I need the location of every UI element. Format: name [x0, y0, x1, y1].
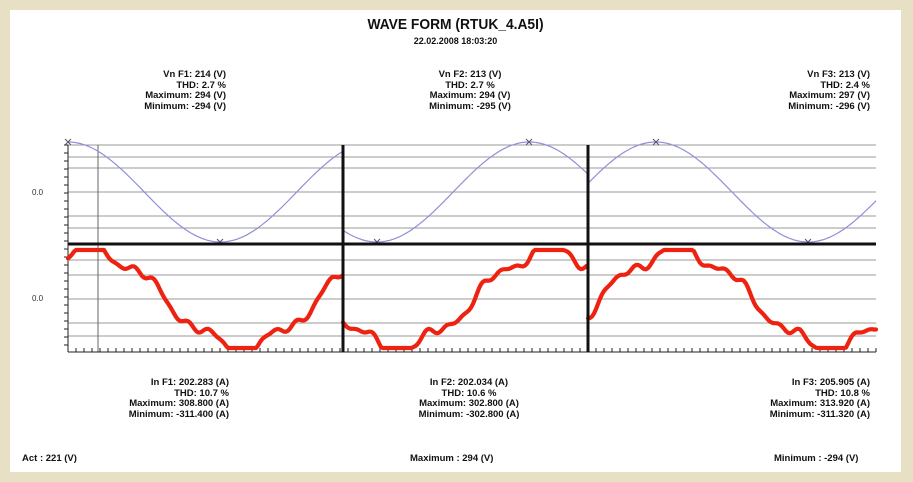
voltage-vn-f2: Vn F2: 213 (V)	[438, 69, 502, 80]
current-zero-label: 0.0	[32, 294, 44, 303]
voltage-zero-label: 0.0	[32, 188, 44, 197]
chart-grid	[64, 144, 877, 353]
current-info-f2: In F2: 202.034 (A) THD: 10.6 % Maximum: …	[394, 377, 544, 420]
peak-marker	[525, 138, 533, 146]
footer-act: Act : 221 (V)	[22, 453, 77, 464]
chart-waves	[64, 138, 879, 351]
voltage-min-f2: Minimum: -295 (V)	[429, 100, 511, 112]
current-in-f3: In F3: 205.905 (A)	[791, 377, 870, 388]
current-in-f1: In F1: 202.283 (A)	[150, 377, 229, 388]
voltage-wave-F2	[342, 141, 588, 243]
peak-marker	[64, 138, 72, 146]
current-max-f2: Maximum: 302.800 (A)	[419, 398, 519, 409]
current-info-f3: In F3: 205.905 (A) THD: 10.8 % Maximum: …	[718, 377, 870, 420]
voltage-info-f2: Vn F2: 213 (V) THD: 2.7 % Maximum: 294 (…	[407, 69, 533, 112]
chart-datetime: 22.02.2008 18:03:20	[413, 36, 498, 46]
footer-minimum: Minimum : -294 (V)	[774, 453, 859, 464]
voltage-info-f1: Vn F1: 214 (V) THD: 2.7 % Maximum: 294 (…	[98, 69, 226, 112]
voltage-thd-f3: THD: 2.4 %	[820, 79, 870, 91]
voltage-vn-f3: Vn F3: 213 (V)	[807, 69, 870, 80]
footer-maximum: Maximum : 294 (V)	[410, 453, 494, 464]
current-max-f3: Maximum: 313.920 (A)	[770, 398, 870, 409]
current-info-f1: In F1: 202.283 (A) THD: 10.7 % Maximum: …	[85, 377, 229, 420]
voltage-thd-f2: THD: 2.7 %	[445, 79, 495, 91]
current-wave-F2	[340, 247, 590, 351]
voltage-wave-F3	[587, 141, 877, 243]
voltage-thd-f1: THD: 2.7 %	[176, 79, 226, 91]
chart-title: WAVE FORM (RTUK_4.A5I)	[367, 16, 544, 33]
waveform-frame: WAVE FORM (RTUK_4.A5I) 22.02.2008 18:03:…	[10, 10, 901, 472]
voltage-max-f2: Maximum: 294 (V)	[429, 90, 511, 101]
voltage-min-f3: Minimum: -296 (V)	[788, 100, 870, 112]
current-thd-f3: THD: 10.8 %	[815, 387, 870, 399]
voltage-min-f1: Minimum: -294 (V)	[144, 100, 226, 112]
current-in-f2: In F2: 202.034 (A)	[429, 377, 509, 388]
waveform-chart: 0.0 0.0	[32, 138, 879, 353]
current-max-f1: Maximum: 308.800 (A)	[129, 398, 229, 409]
voltage-info-f3: Vn F3: 213 (V) THD: 2.4 % Maximum: 297 (…	[730, 69, 870, 112]
voltage-wave-F1	[68, 141, 343, 243]
current-wave-F1	[65, 247, 345, 351]
current-min-f3: Minimum: -311.320 (A)	[769, 408, 870, 420]
current-thd-f2: THD: 10.6 %	[441, 387, 497, 399]
current-wave-F3	[585, 247, 879, 351]
voltage-max-f1: Maximum: 294 (V)	[145, 90, 226, 101]
current-thd-f1: THD: 10.7 %	[174, 387, 229, 399]
current-min-f2: Minimum: -302.800 (A)	[418, 408, 520, 420]
peak-marker	[652, 138, 660, 146]
current-min-f1: Minimum: -311.400 (A)	[128, 408, 229, 420]
voltage-max-f3: Maximum: 297 (V)	[789, 90, 870, 101]
panel-dividers	[68, 145, 876, 352]
voltage-vn-f1: Vn F1: 214 (V)	[163, 69, 226, 80]
